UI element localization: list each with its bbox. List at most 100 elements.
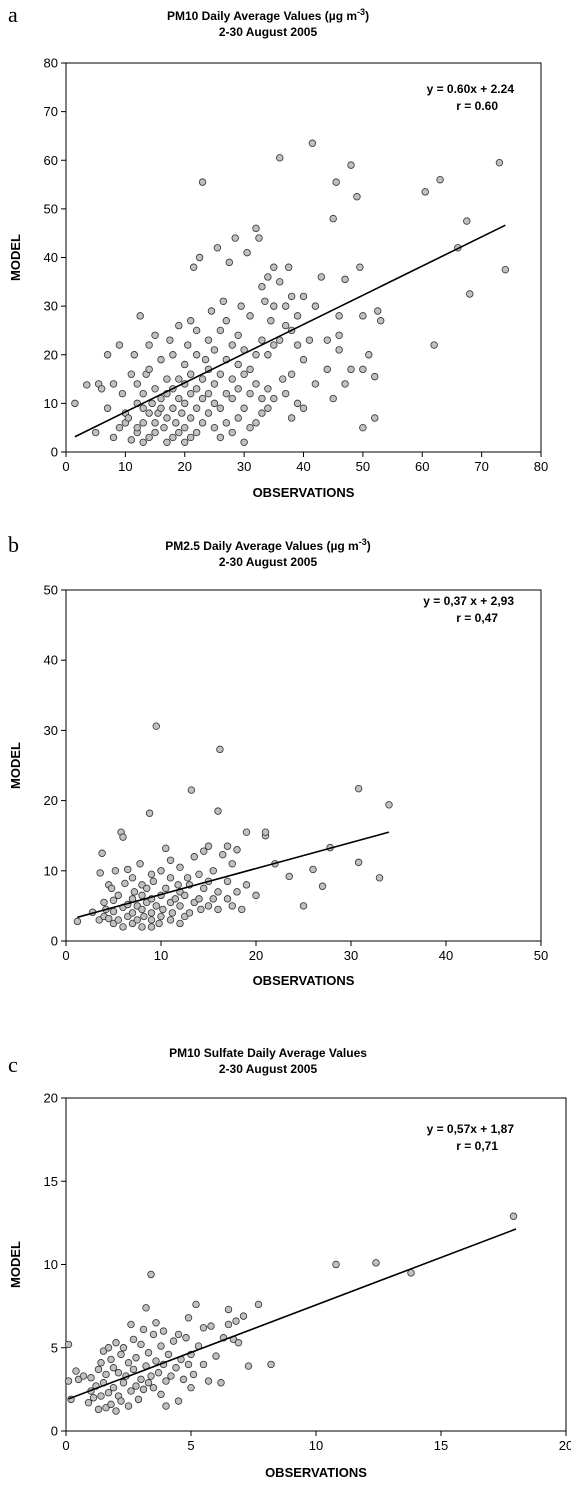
data-point [103, 404, 112, 412]
y-tick-label: 60 [44, 153, 58, 168]
data-point [119, 923, 127, 931]
data-point [74, 1375, 83, 1384]
data-point [228, 428, 236, 437]
data-point [287, 370, 296, 378]
data-point [216, 745, 224, 754]
data-point [102, 1403, 110, 1412]
data-point [139, 419, 147, 427]
data-point [430, 341, 438, 349]
data-point [207, 307, 216, 315]
x-axis-label: OBSERVATIONS [265, 1465, 367, 1480]
y-tick-label: 20 [44, 347, 58, 362]
data-point [71, 399, 79, 408]
data-point [119, 833, 127, 841]
data-point [214, 807, 222, 815]
data-point [152, 902, 160, 910]
data-point [200, 884, 208, 893]
data-point [246, 423, 254, 432]
chart-title-superscript: -3 [357, 7, 365, 17]
data-point [270, 302, 278, 310]
data-point [178, 409, 186, 417]
data-point [133, 380, 141, 388]
data-point [183, 874, 192, 882]
regression-equation: y = 0.60x + 2.24 [427, 82, 515, 96]
regression-equation: y = 0,37 x + 2,93 [423, 594, 514, 608]
data-point [258, 282, 266, 291]
data-point [199, 1324, 208, 1332]
data-point [144, 1379, 153, 1387]
data-point [238, 905, 246, 914]
chart-title-text: PM10 Sulfate Daily Average Values [169, 1046, 367, 1060]
data-point [228, 341, 236, 349]
x-tick-label: 50 [356, 459, 370, 474]
data-point [223, 895, 232, 903]
data-point [261, 297, 269, 305]
data-point [186, 433, 195, 442]
y-tick-label: 0 [51, 1424, 58, 1439]
chart-subtitle: 2-30 August 2005 [219, 25, 318, 39]
y-tick-label: 20 [44, 793, 58, 808]
data-point [109, 433, 118, 442]
y-tick-label: 10 [44, 1257, 58, 1272]
data-point [169, 351, 177, 359]
data-point [189, 1370, 198, 1379]
data-point [219, 850, 227, 859]
data-point [102, 1370, 110, 1379]
data-point [147, 923, 156, 931]
data-point [133, 916, 141, 924]
data-point [252, 380, 260, 388]
data-point [332, 1260, 340, 1269]
data-point [139, 1385, 148, 1394]
data-point [138, 923, 146, 931]
data-point [192, 351, 201, 359]
data-point [242, 881, 251, 889]
data-point [270, 341, 278, 349]
data-point [157, 355, 165, 364]
data-point [212, 1352, 220, 1360]
x-tick-label: 20 [178, 459, 192, 474]
data-point [254, 1300, 263, 1309]
x-axis-label: OBSERVATIONS [253, 485, 355, 500]
data-point [323, 365, 331, 374]
data-point [160, 423, 168, 432]
data-point [114, 916, 122, 924]
data-point [127, 436, 136, 444]
data-point [152, 1357, 160, 1365]
data-point [145, 341, 153, 349]
data-point [463, 217, 471, 225]
data-point [129, 1365, 138, 1374]
data-point [189, 263, 198, 271]
data-point [186, 414, 195, 422]
data-point [117, 1350, 125, 1359]
data-point [155, 919, 163, 928]
data-point [347, 161, 355, 169]
data-point [119, 1344, 128, 1352]
data-point [184, 1360, 193, 1369]
data-point [284, 263, 293, 271]
data-point [127, 370, 136, 378]
data-point [109, 1384, 118, 1392]
data-point [335, 331, 343, 339]
data-point [144, 1349, 153, 1357]
x-tick-label: 20 [249, 948, 263, 963]
data-point [174, 1397, 183, 1405]
data-point [164, 1350, 173, 1359]
data-point [187, 786, 196, 794]
data-point [359, 312, 367, 320]
data-point [376, 317, 385, 325]
chart-title: PM10 Daily Average Values (µg m-3) [167, 7, 369, 23]
data-point [195, 253, 204, 262]
data-point [147, 870, 156, 879]
x-tick-label: 70 [474, 459, 488, 474]
data-point [264, 273, 272, 281]
data-point [210, 380, 219, 388]
data-point [359, 423, 367, 432]
data-point [124, 414, 133, 422]
regression-equation: y = 0,57x + 1,87 [427, 1122, 515, 1136]
chart-title-close: ) [365, 9, 369, 23]
data-point [234, 414, 242, 422]
data-point [100, 898, 108, 907]
data-point [168, 909, 177, 917]
data-point [209, 895, 217, 903]
